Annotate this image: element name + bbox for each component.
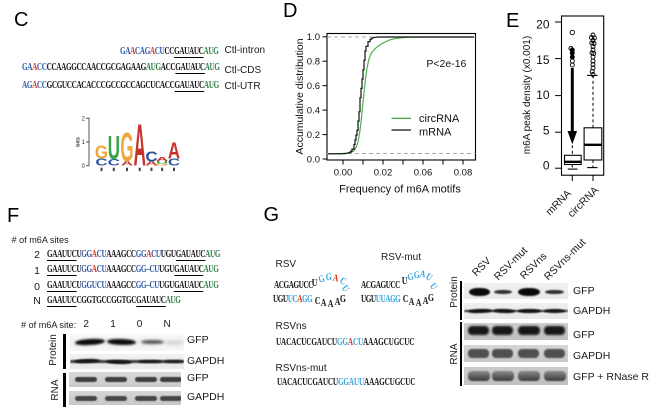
svg-text:bits: bits (76, 137, 82, 147)
svg-text:10: 10 (536, 88, 550, 102)
svg-text:U: U (108, 129, 120, 167)
svg-text:C: C (168, 156, 180, 167)
svg-text:0: 0 (82, 164, 86, 170)
svg-text:15: 15 (536, 53, 550, 67)
svg-text:2: 2 (82, 117, 86, 123)
svg-text:A: A (156, 156, 168, 162)
svg-text:0.0: 0.0 (307, 154, 320, 165)
svg-text:G: G (95, 142, 108, 163)
svg-text:1: 1 (82, 140, 86, 146)
svg-text:A: A (168, 139, 181, 164)
svg-text:m6A peak density (x0.001): m6A peak density (x0.001) (522, 36, 533, 154)
svg-text:circRNA: circRNA (419, 113, 460, 125)
svg-text:C: C (108, 158, 120, 168)
svg-text:0.08: 0.08 (454, 168, 473, 179)
svg-text:0.00: 0.00 (334, 168, 353, 179)
svg-text:1.0: 1.0 (307, 32, 320, 43)
svg-text:G: G (156, 163, 169, 167)
svg-text:P<2e-16: P<2e-16 (426, 58, 466, 70)
svg-text:Accumulative distribution: Accumulative distribution (294, 38, 306, 154)
svg-text:A: A (134, 114, 146, 179)
svg-text:A: A (121, 160, 133, 168)
svg-text:0.8: 0.8 (307, 57, 320, 68)
svg-text:0.2: 0.2 (307, 130, 320, 141)
svg-text:C: C (95, 156, 107, 167)
svg-text:0.6: 0.6 (307, 81, 320, 92)
svg-text:0: 0 (543, 159, 550, 173)
svg-text:5: 5 (543, 123, 550, 137)
svg-text:U: U (156, 160, 168, 164)
svg-text:A: A (145, 161, 157, 168)
svg-text:0.06: 0.06 (414, 168, 433, 179)
svg-text:20: 20 (536, 18, 550, 32)
svg-text:mRNA: mRNA (419, 126, 452, 138)
svg-text:0.4: 0.4 (307, 106, 320, 117)
svg-text:Frequency of m6A motifs: Frequency of m6A motifs (339, 183, 461, 195)
svg-text:C: C (145, 149, 158, 165)
svg-text:G: G (120, 124, 133, 170)
svg-text:0.02: 0.02 (374, 168, 393, 179)
